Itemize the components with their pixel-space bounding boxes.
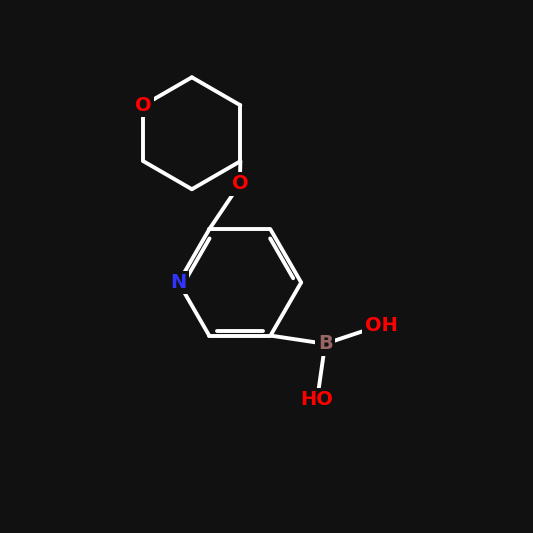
Text: O: O: [231, 174, 248, 193]
Text: B: B: [318, 334, 333, 353]
Text: OH: OH: [365, 316, 398, 335]
Text: O: O: [135, 96, 152, 115]
Text: HO: HO: [301, 390, 334, 409]
Text: N: N: [171, 273, 187, 292]
